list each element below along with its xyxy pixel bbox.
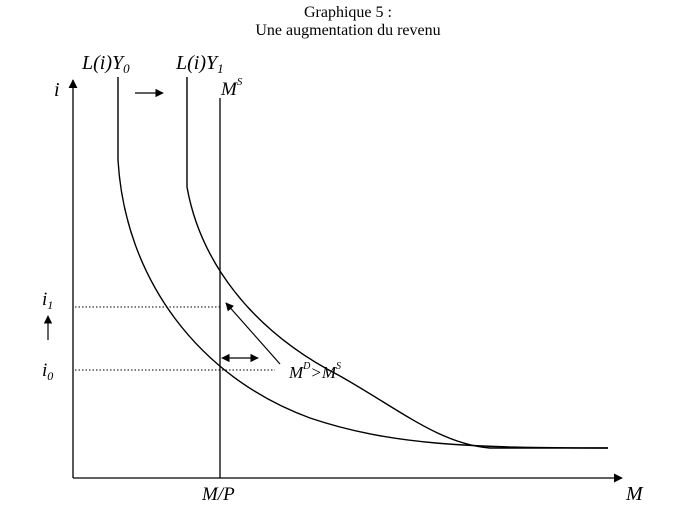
- curve-y1-label: L(i)Y1: [175, 52, 224, 76]
- excess-demand-label: MD>MS: [288, 361, 341, 382]
- real-money-label: M/P: [201, 484, 235, 505]
- curve-y0-label: L(i)Y0: [81, 52, 130, 76]
- i0-label: i0: [42, 360, 53, 383]
- x-axis-label: M: [625, 483, 644, 505]
- money-demand-curve-y1: [186, 77, 608, 449]
- diagram-title-line1: Graphique 5 :: [304, 4, 392, 21]
- i1-label: i1: [42, 289, 53, 312]
- diagram-title-line2: Une augmentation du revenu: [255, 22, 441, 39]
- y-axis-label: i: [54, 79, 60, 101]
- money-supply-label: MS: [220, 76, 243, 100]
- money-demand-curve-y0: [117, 77, 609, 449]
- adjustment-arrow-icon: [225, 302, 281, 365]
